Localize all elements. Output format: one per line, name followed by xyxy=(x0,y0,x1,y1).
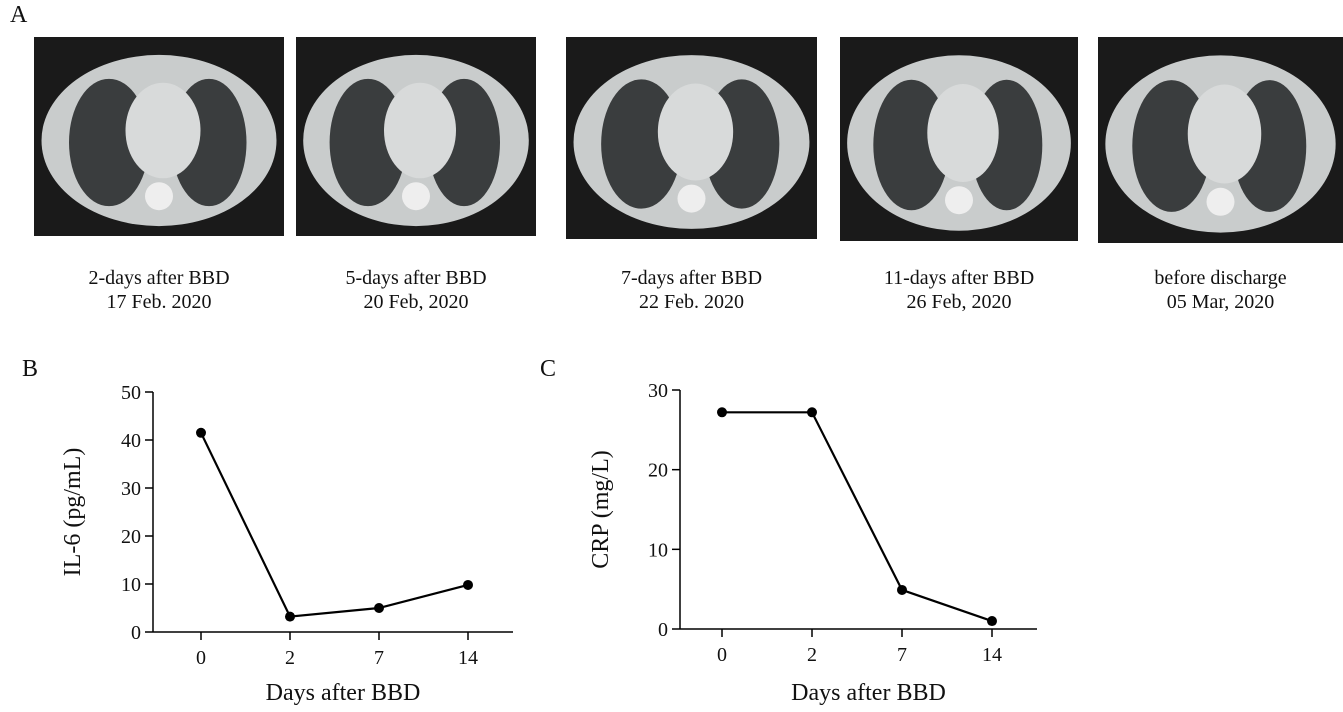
y-tick-label: 30 xyxy=(121,478,141,500)
ct-image xyxy=(840,37,1078,241)
panel-label: A xyxy=(10,2,28,28)
data-point xyxy=(196,427,206,438)
x-tick-label: 7 xyxy=(897,644,907,666)
x-tick-label: 2 xyxy=(807,644,817,666)
ct-spine xyxy=(402,182,430,211)
ct-heart xyxy=(1187,84,1262,184)
y-axis-title: CRP (mg/L) xyxy=(588,450,614,568)
ct-image xyxy=(566,37,817,239)
ct-caption: 2-days after BBD xyxy=(88,267,229,289)
x-tick-label: 14 xyxy=(982,644,1002,666)
ct-image xyxy=(34,37,284,236)
y-tick-label: 50 xyxy=(121,382,141,404)
data-point xyxy=(463,579,473,590)
data-point xyxy=(285,611,295,622)
y-tick-label: 20 xyxy=(648,460,668,482)
ct-image xyxy=(1098,37,1343,243)
ct-lung xyxy=(873,79,950,211)
x-tick-label: 7 xyxy=(374,647,384,669)
ct-lung xyxy=(1132,80,1211,212)
ct-spine xyxy=(677,184,706,213)
ct-heart xyxy=(384,82,456,179)
x-tick-label: 2 xyxy=(285,647,295,669)
y-tick-label: 0 xyxy=(658,619,668,641)
panel-label: B xyxy=(22,356,38,382)
ct-caption: 11-days after BBD xyxy=(884,267,1034,289)
y-tick-label: 10 xyxy=(121,574,141,596)
x-tick-label: 0 xyxy=(196,647,206,669)
ct-lung xyxy=(329,78,407,207)
ct-heart xyxy=(927,84,999,182)
ct-heart xyxy=(657,83,734,181)
ct-caption: 17 Feb. 2020 xyxy=(107,291,212,313)
ct-caption: 26 Feb, 2020 xyxy=(907,291,1012,313)
ct-heart xyxy=(125,82,201,179)
y-tick-label: 40 xyxy=(121,430,141,452)
data-line xyxy=(722,411,993,623)
data-point xyxy=(987,616,997,627)
ct-image xyxy=(296,37,536,236)
data-point xyxy=(897,584,907,595)
ct-spine xyxy=(1206,187,1235,216)
data-point xyxy=(374,603,384,613)
ct-caption: before discharge xyxy=(1154,267,1286,289)
data-point xyxy=(717,407,727,418)
x-tick-label: 0 xyxy=(717,644,727,666)
panel-label: C xyxy=(540,356,556,382)
ct-caption: 20 Feb, 2020 xyxy=(364,291,469,313)
ct-caption: 05 Mar, 2020 xyxy=(1167,291,1275,313)
ct-caption: 7-days after BBD xyxy=(621,267,762,289)
x-axis-title: Days after BBD xyxy=(791,680,946,706)
data-point xyxy=(807,407,817,418)
y-tick-label: 0 xyxy=(131,622,141,644)
ct-caption: 22 Feb. 2020 xyxy=(639,291,744,313)
ct-caption: 5-days after BBD xyxy=(345,267,486,289)
ct-spine xyxy=(145,182,173,211)
ct-spine xyxy=(945,186,973,215)
data-line xyxy=(200,432,469,618)
y-tick-label: 10 xyxy=(648,539,668,561)
x-tick-label: 14 xyxy=(458,647,478,669)
y-axis-title: IL-6 (pg/mL) xyxy=(60,448,86,577)
y-tick-label: 20 xyxy=(121,526,141,548)
x-axis-title: Days after BBD xyxy=(266,680,421,706)
y-tick-label: 30 xyxy=(648,380,668,402)
